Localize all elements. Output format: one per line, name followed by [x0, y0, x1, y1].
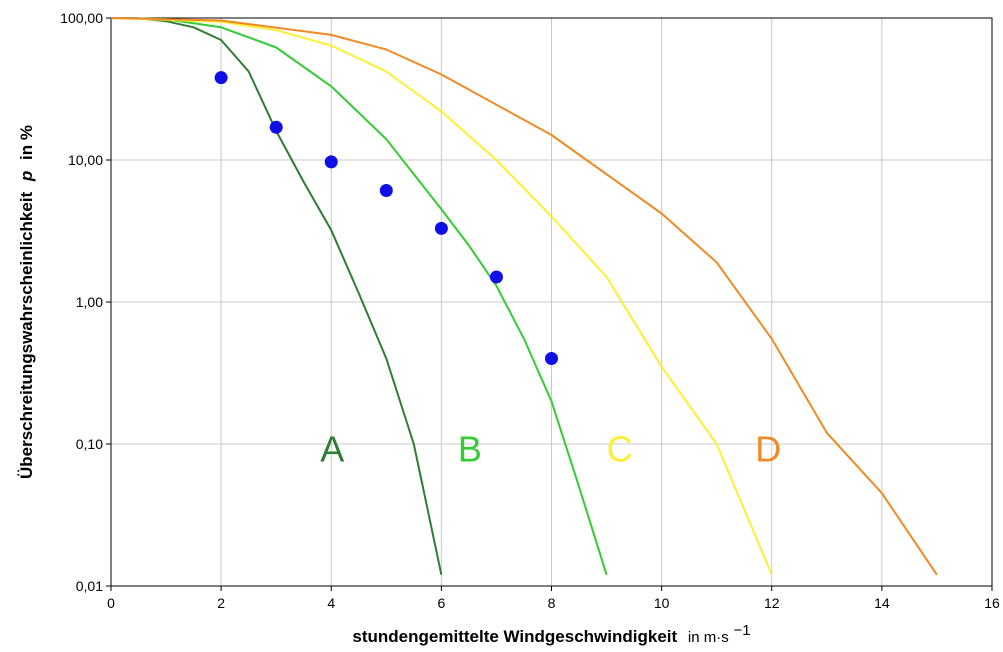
- series-line-a: [110, 17, 443, 576]
- y-axis-variable: p: [17, 171, 36, 182]
- y-axis-ticks: 100,00 10,00 1,00 0,10 0,01: [60, 10, 111, 594]
- series-line-c: [110, 17, 773, 576]
- x-axis-ticks: 0 2 4 6 8 10 12 14 16: [107, 586, 1000, 611]
- data-points: [214, 71, 558, 366]
- y-tick-label: 1,00: [76, 294, 103, 310]
- curve-label-b: B: [458, 429, 482, 470]
- x-tick-label: 10: [654, 595, 670, 611]
- x-tick-label: 2: [217, 595, 225, 611]
- data-point: [324, 155, 338, 169]
- data-point: [489, 270, 503, 284]
- series-line-b: [110, 17, 608, 576]
- x-axis-unit-exponent: −1: [733, 622, 750, 639]
- y-tick-label: 10,00: [68, 152, 103, 168]
- x-tick-label: 8: [548, 595, 556, 611]
- x-axis-title: stundengemittelte Windgeschwindigkeit in…: [352, 622, 750, 646]
- series-line-d: [110, 17, 938, 576]
- curves: [110, 17, 938, 576]
- data-point: [545, 352, 558, 366]
- x-tick-label: 6: [437, 595, 445, 611]
- x-tick-label: 0: [107, 595, 115, 611]
- x-tick-label: 12: [764, 595, 780, 611]
- x-tick-label: 16: [984, 595, 1000, 611]
- y-tick-label: 0,10: [76, 436, 103, 452]
- data-point: [379, 183, 393, 197]
- y-axis-title: Überschreitungswahrscheinlichkeit p in %: [17, 125, 36, 479]
- x-axis-unit: in m·s: [688, 629, 729, 646]
- curve-label-c: C: [607, 429, 633, 470]
- curve-label-d: D: [755, 429, 781, 470]
- grid: [110, 17, 993, 587]
- x-axis-title-text: stundengemittelte Windgeschwindigkeit: [352, 627, 677, 646]
- y-tick-label: 0,01: [76, 578, 103, 594]
- curve-labels: A B C D: [320, 429, 781, 470]
- curve-label-a: A: [320, 429, 344, 470]
- y-axis-title-text: Überschreitungswahrscheinlichkeit: [17, 191, 36, 479]
- data-point: [269, 120, 283, 134]
- y-tick-label: 100,00: [60, 10, 103, 26]
- x-tick-label: 4: [327, 595, 335, 611]
- x-tick-label: 14: [874, 595, 890, 611]
- data-point: [214, 71, 228, 85]
- data-point: [434, 221, 448, 235]
- y-axis-unit: in %: [17, 125, 36, 160]
